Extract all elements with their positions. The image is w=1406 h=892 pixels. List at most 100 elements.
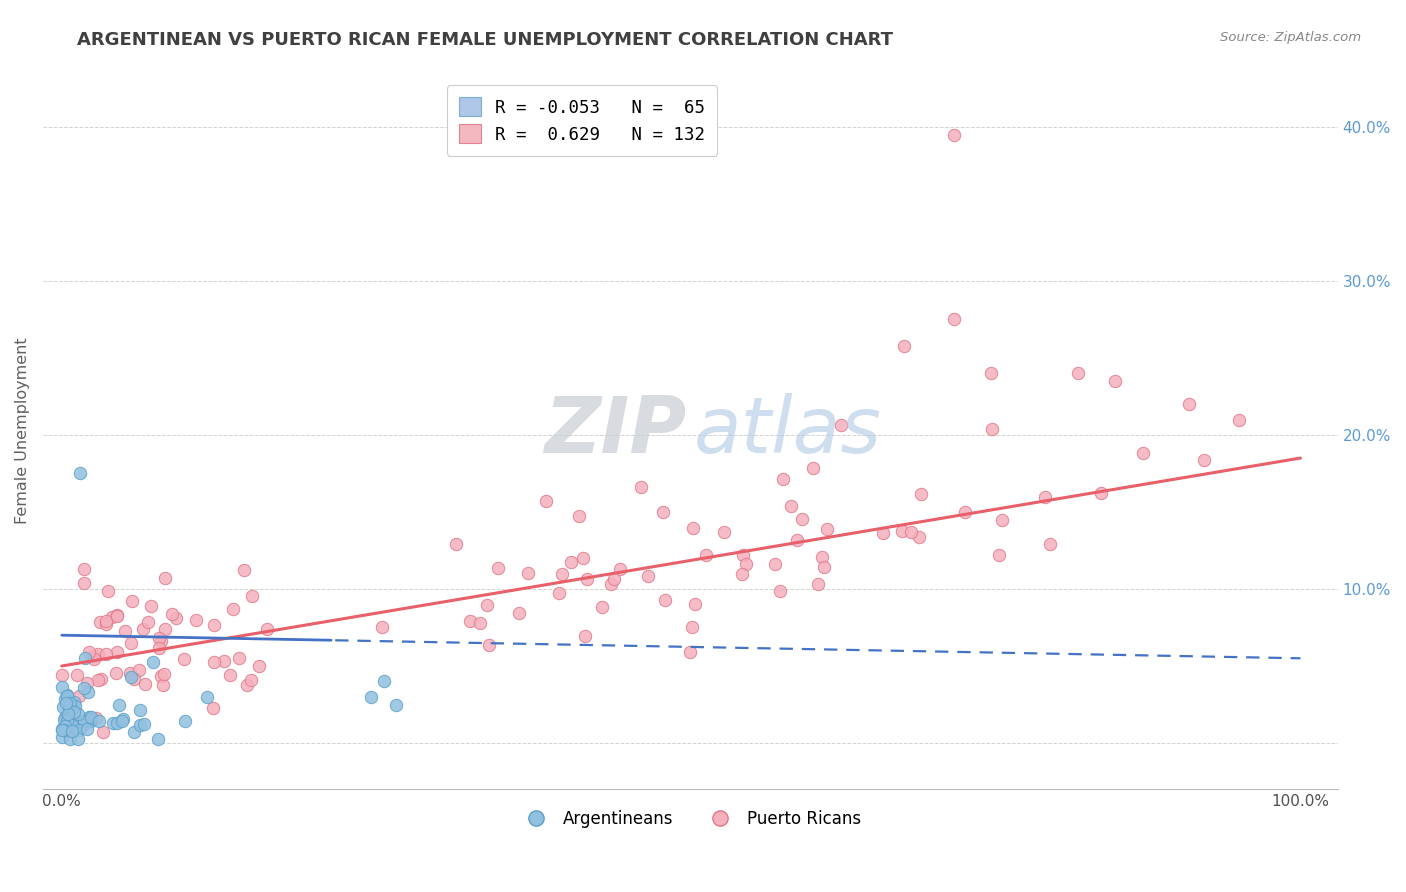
Point (195, 690, 218, 704)
Point (371, 620, 394, 634)
Point (830, 418, 852, 433)
Point (981, 422, 1004, 436)
Point (56, 706, 79, 721)
Point (1132, 446, 1154, 460)
Point (52, 713, 75, 727)
Point (129, 703, 152, 717)
Point (66, 719, 89, 733)
Point (173, 651, 195, 665)
Point (56, 688, 79, 702)
Text: ARGENTINEAN VS PUERTO RICAN FEMALE UNEMPLOYMENT CORRELATION CHART: ARGENTINEAN VS PUERTO RICAN FEMALE UNEMP… (77, 31, 893, 49)
Point (1066, 367, 1088, 381)
Point (142, 655, 165, 669)
Point (73, 561, 96, 575)
Point (67, 689, 90, 703)
Point (239, 673, 262, 687)
Point (59, 723, 82, 738)
Point (87, 673, 110, 687)
Point (52, 699, 75, 714)
Point (91, 725, 114, 739)
Point (153, 623, 176, 637)
Point (122, 724, 145, 739)
Point (77, 645, 100, 659)
Point (96, 615, 118, 629)
Point (591, 599, 613, 614)
Point (67, 707, 90, 722)
Point (129, 717, 152, 731)
Point (652, 505, 675, 519)
Point (186, 613, 208, 627)
Point (148, 641, 170, 656)
Point (55, 719, 77, 733)
Point (1192, 452, 1215, 467)
Point (242, 589, 264, 603)
Point (772, 472, 794, 486)
Point (101, 610, 124, 624)
Point (637, 568, 659, 582)
Point (52, 722, 75, 736)
Point (446, 537, 468, 551)
Point (780, 499, 803, 513)
Point (478, 638, 501, 652)
Point (508, 606, 530, 620)
Point (212, 654, 235, 668)
Point (55, 689, 77, 703)
Point (763, 557, 786, 571)
Point (153, 571, 176, 585)
Point (96, 616, 118, 631)
Point (94, 648, 117, 662)
Point (228, 650, 250, 665)
Point (256, 622, 278, 636)
Point (136, 615, 159, 629)
Point (560, 555, 582, 569)
Point (77, 710, 100, 724)
Point (165, 610, 187, 624)
Point (1227, 412, 1250, 426)
Point (59, 732, 82, 747)
Point (97, 584, 120, 599)
Point (568, 509, 591, 524)
Text: ZIP: ZIP (544, 393, 686, 469)
Y-axis label: Female Unemployment: Female Unemployment (15, 338, 30, 524)
Point (65, 698, 87, 713)
Point (76, 722, 98, 736)
Point (149, 669, 172, 683)
Point (73, 714, 96, 729)
Text: Source: ZipAtlas.com: Source: ZipAtlas.com (1220, 31, 1361, 45)
Point (89, 615, 111, 629)
Point (76, 685, 98, 699)
Point (86, 711, 108, 725)
Point (105, 665, 128, 680)
Point (893, 338, 915, 352)
Point (516, 566, 538, 580)
Point (107, 608, 129, 623)
Point (59, 722, 82, 736)
Point (112, 712, 135, 726)
Point (67, 718, 90, 732)
Point (786, 533, 808, 548)
Point (83, 652, 105, 666)
Point (103, 716, 125, 731)
Point (1090, 485, 1112, 500)
Point (60, 703, 83, 717)
Point (69, 720, 91, 734)
Point (233, 564, 256, 578)
Point (72, 716, 94, 731)
Point (173, 714, 195, 728)
Point (141, 599, 163, 613)
Point (62, 718, 84, 732)
Point (120, 670, 142, 684)
Point (695, 548, 717, 562)
Point (600, 576, 623, 591)
Point (790, 511, 813, 525)
Point (681, 620, 703, 634)
Point (534, 493, 557, 508)
Point (58, 702, 80, 716)
Point (475, 598, 498, 612)
Point (87, 714, 110, 729)
Point (942, 312, 965, 326)
Point (486, 561, 509, 575)
Point (73, 651, 96, 665)
Point (72, 714, 94, 729)
Point (572, 551, 595, 566)
